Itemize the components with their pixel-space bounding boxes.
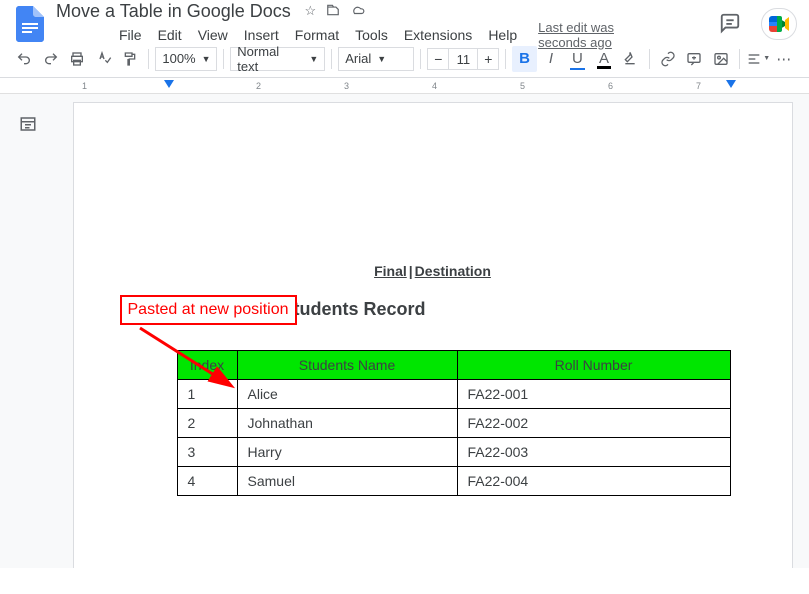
text-color-button[interactable]: A	[592, 46, 616, 72]
students-table: Index Students Name Roll Number 1AliceFA…	[177, 350, 731, 496]
ruler-tick: 3	[344, 81, 349, 91]
toolbar: 100%▼ Normal text▼ Arial▼ − 11 + B I U A…	[0, 40, 809, 78]
highlight-button[interactable]	[618, 46, 642, 72]
fontsize-value[interactable]: 11	[449, 48, 477, 70]
table-heading: Students Record	[282, 299, 744, 320]
insert-image-button[interactable]	[709, 46, 733, 72]
fontsize-increase-button[interactable]: +	[477, 48, 499, 70]
annotation-label: Pasted at new position	[120, 295, 297, 325]
paragraph-style-dropdown[interactable]: Normal text▼	[230, 47, 325, 71]
ruler-tick: 1	[82, 81, 87, 91]
ruler-tick: 2	[256, 81, 261, 91]
outline-toggle-button[interactable]	[14, 110, 42, 138]
col-name: Students Name	[237, 351, 457, 380]
ruler-tick: 6	[608, 81, 613, 91]
meet-button[interactable]	[761, 8, 797, 40]
align-button[interactable]: ▼	[746, 46, 770, 72]
ruler-tick: 7	[696, 81, 701, 91]
star-icon[interactable]: ☆	[304, 3, 316, 20]
menu-bar: File Edit View Insert Format Tools Exten…	[56, 22, 719, 48]
doc-center-heading: Final|Destination	[122, 263, 744, 279]
title-area: Move a Table in Google Docs ☆ File Edit …	[56, 1, 719, 48]
page[interactable]: Final|Destination Pasted at new position…	[73, 102, 793, 568]
menu-view[interactable]: View	[191, 23, 235, 47]
move-icon[interactable]	[326, 3, 340, 20]
header-link-right: Destination	[415, 263, 491, 279]
docs-logo-icon[interactable]	[12, 6, 48, 42]
underline-button[interactable]: U	[565, 46, 589, 72]
table-header-row: Index Students Name Roll Number	[177, 351, 730, 380]
menu-tools[interactable]: Tools	[348, 23, 395, 47]
table-row: 2JohnathanFA22-002	[177, 409, 730, 438]
style-value: Normal text	[237, 44, 303, 74]
table-row: 4SamuelFA22-004	[177, 467, 730, 496]
ruler-tick: 5	[520, 81, 525, 91]
col-roll: Roll Number	[457, 351, 730, 380]
fontsize-group: − 11 +	[427, 48, 499, 70]
ruler-right-margin-icon[interactable]	[726, 80, 736, 88]
menu-extensions[interactable]: Extensions	[397, 23, 479, 47]
undo-button[interactable]	[12, 46, 36, 72]
fontsize-decrease-button[interactable]: −	[427, 48, 449, 70]
comments-icon[interactable]	[719, 12, 741, 37]
title-bar: Move a Table in Google Docs ☆ File Edit …	[0, 0, 809, 40]
italic-button[interactable]: I	[539, 46, 563, 72]
cloud-status-icon[interactable]	[350, 3, 366, 20]
table-row: 1AliceFA22-001	[177, 380, 730, 409]
spellcheck-button[interactable]	[91, 46, 115, 72]
insert-comment-button[interactable]	[682, 46, 706, 72]
menu-file[interactable]: File	[112, 23, 149, 47]
redo-button[interactable]	[38, 46, 62, 72]
annotation-arrow-icon	[130, 323, 250, 403]
paint-format-button[interactable]	[118, 46, 142, 72]
ruler-left-margin-icon[interactable]	[164, 80, 174, 88]
insert-link-button[interactable]	[656, 46, 680, 72]
print-button[interactable]	[65, 46, 89, 72]
document-title[interactable]: Move a Table in Google Docs	[56, 1, 291, 22]
bold-button[interactable]: B	[512, 46, 536, 72]
header-link-left: Final	[374, 263, 407, 279]
menu-help[interactable]: Help	[481, 23, 524, 47]
ruler[interactable]: 1 2 3 4 5 6 7	[0, 78, 809, 94]
more-tools-button[interactable]: ⋯	[772, 46, 796, 72]
font-value: Arial	[345, 51, 371, 66]
zoom-dropdown[interactable]: 100%▼	[155, 47, 217, 71]
page-container: Final|Destination Pasted at new position…	[56, 94, 809, 568]
ruler-tick: 4	[432, 81, 437, 91]
font-dropdown[interactable]: Arial▼	[338, 47, 414, 71]
workspace: Final|Destination Pasted at new position…	[0, 94, 809, 568]
table-row: 3HarryFA22-003	[177, 438, 730, 467]
menu-edit[interactable]: Edit	[151, 23, 189, 47]
outline-sidebar	[0, 94, 56, 568]
zoom-value: 100%	[162, 51, 195, 66]
